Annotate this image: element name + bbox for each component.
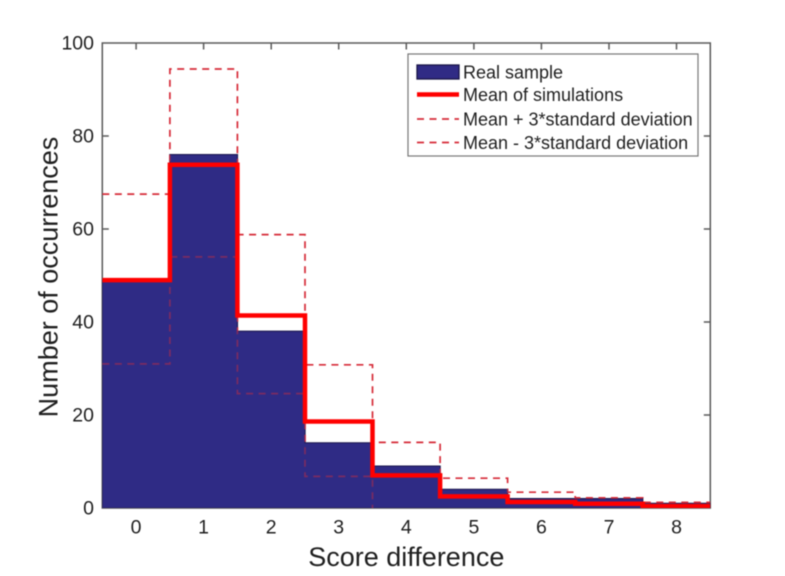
svg-text:Mean + 3*standard deviation: Mean + 3*standard deviation xyxy=(463,110,693,130)
svg-text:3: 3 xyxy=(333,517,344,539)
svg-text:40: 40 xyxy=(72,312,94,334)
svg-text:20: 20 xyxy=(72,405,94,427)
svg-text:7: 7 xyxy=(604,517,615,539)
svg-text:80: 80 xyxy=(72,126,94,148)
svg-text:6: 6 xyxy=(536,517,547,539)
svg-text:0: 0 xyxy=(131,517,142,539)
svg-text:Real sample: Real sample xyxy=(463,63,563,83)
svg-text:2: 2 xyxy=(266,517,277,539)
svg-text:Mean of simulations: Mean of simulations xyxy=(463,85,623,105)
svg-text:60: 60 xyxy=(72,219,94,241)
svg-text:1: 1 xyxy=(198,517,209,539)
svg-text:8: 8 xyxy=(671,517,682,539)
svg-text:100: 100 xyxy=(61,33,94,55)
svg-text:4: 4 xyxy=(401,517,412,539)
svg-text:Score difference: Score difference xyxy=(308,542,504,572)
svg-text:0: 0 xyxy=(83,498,94,520)
svg-text:Mean - 3*standard deviation: Mean - 3*standard deviation xyxy=(463,133,688,153)
svg-text:Number of occurrences: Number of occurrences xyxy=(34,137,64,418)
svg-text:5: 5 xyxy=(468,517,479,539)
